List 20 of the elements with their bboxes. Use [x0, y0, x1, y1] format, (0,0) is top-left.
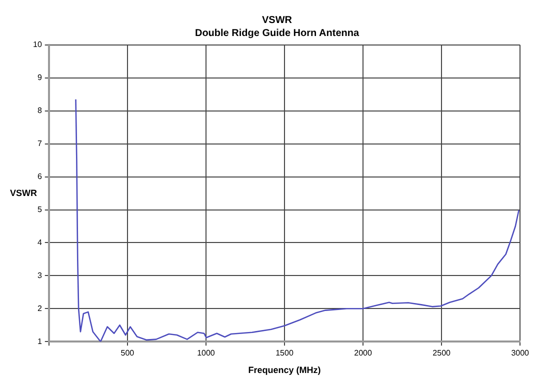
x-tick-label: 2500: [432, 348, 452, 358]
y-tick-label: 7: [37, 139, 42, 148]
x-axis-title: Frequency (MHz): [248, 365, 321, 376]
y-tick-label: 10: [32, 40, 42, 50]
y-tick-label: 9: [37, 73, 42, 82]
chart-title: VSWR: [262, 14, 293, 26]
y-tick-label: 3: [37, 270, 42, 280]
x-tick-label: 1000: [197, 348, 216, 358]
x-tick-label: 1500: [276, 348, 294, 358]
chart-subtitle: Double Ridge Guide Horn Antenna: [194, 28, 360, 39]
y-tick-label: 6: [37, 172, 42, 182]
y-tick-label: 4: [37, 238, 42, 247]
y-tick-label: 8: [37, 106, 42, 116]
y-axis-title: VSWR: [10, 188, 38, 198]
x-tick-label: 2000: [354, 348, 372, 358]
y-tick-label: 5: [37, 204, 42, 214]
x-tick-label: 3000: [511, 348, 530, 358]
y-tick-label: 2: [37, 304, 42, 313]
x-tick-label: 500: [120, 348, 135, 358]
y-tick-label: 1: [37, 336, 42, 346]
